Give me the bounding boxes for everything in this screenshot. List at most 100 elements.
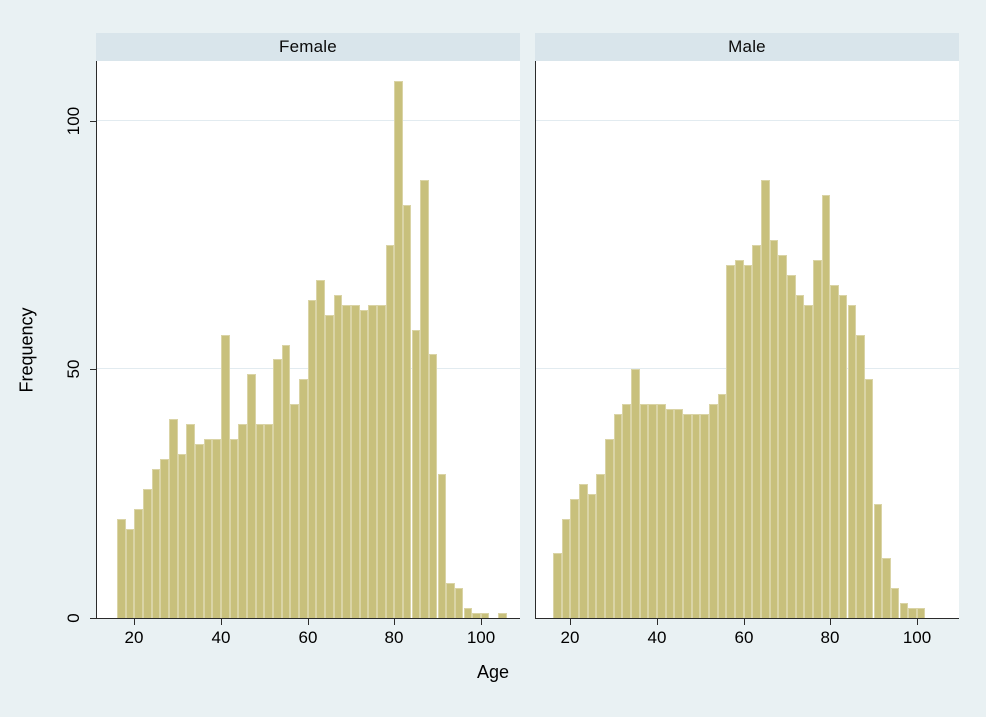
x-tick xyxy=(830,619,831,625)
histogram-bar xyxy=(648,404,657,618)
x-tick-label: 40 xyxy=(211,628,231,647)
x-tick-label: 100 xyxy=(466,628,496,647)
histogram-bar xyxy=(446,583,455,618)
histogram-bar xyxy=(553,553,562,618)
histogram-bar xyxy=(726,264,735,618)
histogram-bar xyxy=(160,458,169,618)
histogram-bar xyxy=(333,294,343,618)
histogram-bar xyxy=(734,259,744,618)
histogram-bar xyxy=(700,414,709,618)
histogram-bar xyxy=(143,488,152,618)
x-tick xyxy=(917,619,918,625)
x-tick xyxy=(394,619,395,625)
histogram-bar xyxy=(864,379,874,618)
histogram-bar xyxy=(847,304,857,618)
y-axis-title: Frequency xyxy=(16,307,37,393)
y-tick xyxy=(90,369,96,370)
histogram-bar xyxy=(246,374,256,618)
histogram-bar xyxy=(579,483,588,618)
histogram-bar xyxy=(177,453,187,618)
histogram-bar xyxy=(186,424,195,618)
histogram-bar xyxy=(169,419,178,618)
histogram-bar xyxy=(587,493,597,618)
histogram-bar xyxy=(368,304,377,618)
histogram-bar xyxy=(605,439,614,618)
histogram-bar xyxy=(838,294,848,618)
x-tick xyxy=(134,619,135,625)
histogram-bar xyxy=(708,404,718,618)
x-tick xyxy=(221,619,222,625)
histogram-bar xyxy=(821,195,831,618)
histogram-bar xyxy=(472,613,481,618)
histogram-bar xyxy=(290,404,299,618)
histogram-bar xyxy=(778,255,787,618)
histogram-bar xyxy=(281,344,291,618)
histogram-bar xyxy=(812,259,822,618)
histogram-bar xyxy=(255,424,265,618)
histogram-bar xyxy=(151,468,161,618)
histogram-bar xyxy=(752,245,761,618)
panel-title-female: Female xyxy=(279,37,337,56)
histogram-bar xyxy=(272,359,282,618)
histogram-bar xyxy=(622,404,631,618)
histogram-bar xyxy=(631,369,640,618)
histogram-bar xyxy=(342,304,351,618)
histogram-bar xyxy=(238,424,247,618)
y-tick-label: 50 xyxy=(64,359,83,379)
gridline-y100 xyxy=(536,120,959,121)
x-tick-label: 20 xyxy=(560,628,580,647)
plot-area-male xyxy=(535,61,959,619)
histogram-bar xyxy=(454,588,464,618)
histogram-bar xyxy=(691,414,701,618)
x-tick xyxy=(308,619,309,625)
histogram-bar xyxy=(899,603,909,618)
x-tick-label: 100 xyxy=(902,628,932,647)
histogram-bar xyxy=(674,409,683,618)
plot-area-female xyxy=(96,61,520,619)
histogram-bar xyxy=(298,379,308,618)
histogram-bar xyxy=(570,498,579,618)
y-tick-label: 100 xyxy=(64,106,83,136)
histogram-bar xyxy=(385,245,395,618)
histogram-bar xyxy=(498,613,507,618)
histogram-bar xyxy=(856,334,865,618)
histogram-bar xyxy=(596,473,605,618)
x-tick-label: 80 xyxy=(384,628,404,647)
histogram-bar xyxy=(760,180,770,618)
x-tick xyxy=(657,619,658,625)
histogram-bar xyxy=(307,299,317,618)
histogram-bar xyxy=(890,588,900,618)
histogram-bar xyxy=(220,334,230,618)
histogram-bar xyxy=(639,404,649,618)
histogram-bar xyxy=(376,304,386,618)
x-tick-label: 60 xyxy=(298,628,318,647)
x-tick-label: 60 xyxy=(734,628,754,647)
histogram-bar xyxy=(402,205,412,618)
histogram-bar xyxy=(229,439,239,618)
panel-female: Female xyxy=(96,33,520,619)
histogram-bar xyxy=(264,424,273,618)
histogram-bar xyxy=(125,528,135,618)
histogram-bar xyxy=(873,503,883,618)
histogram-bar xyxy=(195,443,204,618)
histogram-bar xyxy=(804,304,813,618)
histogram-bar xyxy=(350,304,360,618)
histogram-bar xyxy=(830,284,839,618)
histogram-bar xyxy=(717,394,727,618)
histogram-bar xyxy=(786,274,796,618)
histogram-bar xyxy=(656,404,666,618)
histogram-bar xyxy=(463,608,473,618)
panel-header-male: Male xyxy=(535,33,959,61)
x-tick-label: 20 xyxy=(124,628,144,647)
y-tick xyxy=(90,121,96,122)
histogram-bar xyxy=(203,439,213,618)
histogram-bar xyxy=(134,508,143,618)
y-tick xyxy=(90,618,96,619)
histogram-bar xyxy=(769,240,779,618)
histogram-bar xyxy=(394,80,403,618)
histogram-bar xyxy=(613,414,623,618)
histogram-bar xyxy=(316,279,325,618)
histogram-bar xyxy=(908,608,917,618)
x-tick-label: 80 xyxy=(820,628,840,647)
